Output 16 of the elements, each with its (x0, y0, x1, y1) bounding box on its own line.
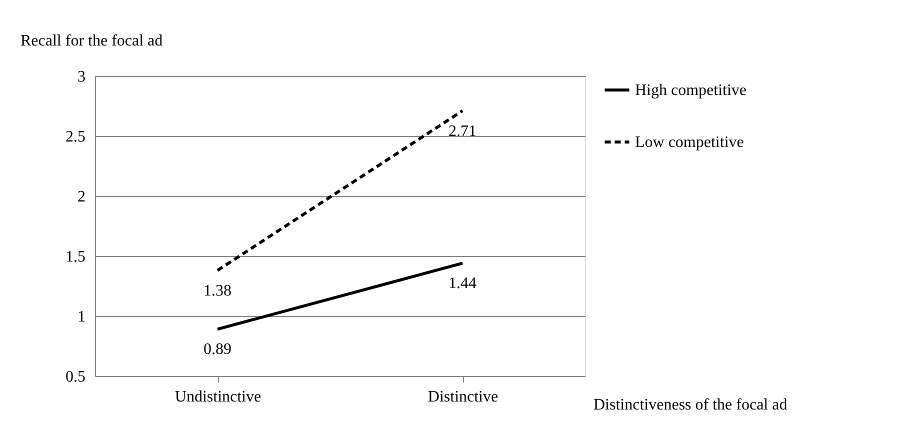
y-axis-title: Recall for the focal ad (20, 32, 163, 50)
legend-label: High competitive (635, 82, 747, 99)
data-label: 1.38 (204, 282, 232, 300)
data-label: 2.71 (448, 122, 476, 140)
y-tick-label: 2.5 (66, 128, 86, 146)
y-tick-label: 1 (78, 308, 86, 326)
data-label: 0.89 (204, 341, 232, 358)
y-tick-label: 3 (78, 68, 86, 86)
y-tick-label: 2 (78, 188, 86, 206)
legend-label: Low competitive (635, 134, 744, 151)
data-label: 1.44 (448, 275, 476, 292)
y-tick-label: 1.5 (66, 248, 86, 266)
x-axis-title: Distinctiveness of the focal ad (594, 396, 788, 414)
x-tick-label: Distinctive (428, 388, 498, 406)
y-tick-label: 0.5 (66, 368, 86, 386)
x-tick-label: Undistinctive (174, 388, 262, 406)
